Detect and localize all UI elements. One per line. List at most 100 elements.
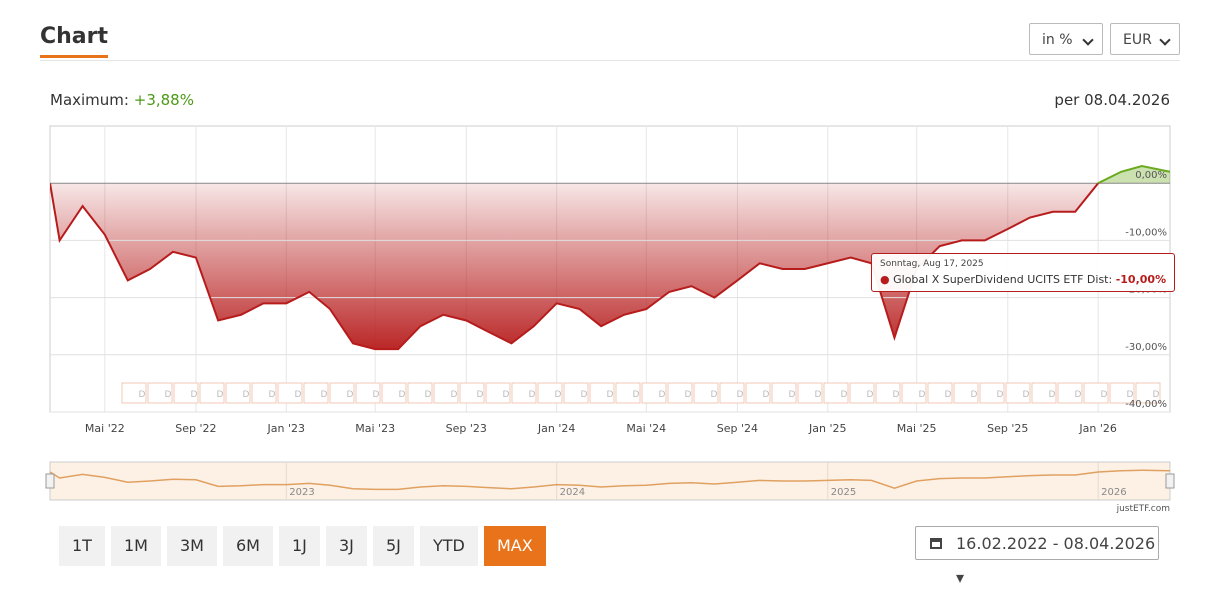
credit: justETF.com xyxy=(1116,504,1170,514)
dividend-box xyxy=(173,382,199,404)
dividend-box xyxy=(225,382,251,404)
dividend-box xyxy=(121,382,147,404)
x-tick-label: Sep '22 xyxy=(175,422,216,435)
dividend-box xyxy=(1109,382,1135,404)
maximum-label: Maximum: xyxy=(50,91,129,109)
period-button[interactable]: 1M xyxy=(111,526,161,566)
dividend-box xyxy=(641,382,667,404)
dividend-marker: D xyxy=(1049,390,1056,400)
page-title: Chart xyxy=(40,24,109,58)
navigator-label: 2024 xyxy=(560,487,585,498)
dividend-marker: D xyxy=(399,390,406,400)
dividend-marker: D xyxy=(555,390,562,400)
dividend-box xyxy=(1057,382,1083,404)
dividend-marker: D xyxy=(867,390,874,400)
dividend-box xyxy=(407,382,433,404)
dividend-marker: D xyxy=(477,390,484,400)
dividend-marker: D xyxy=(139,390,146,400)
tooltip-date: Sonntag, Aug 17, 2025 xyxy=(880,259,984,269)
dividend-box xyxy=(433,382,459,404)
period-button[interactable]: 5J xyxy=(373,526,414,566)
dividend-box xyxy=(459,382,485,404)
dividend-marker: D xyxy=(165,390,172,400)
dividend-box xyxy=(589,382,615,404)
dividend-marker: D xyxy=(789,390,796,400)
dividend-box xyxy=(1031,382,1057,404)
y-tick-label: -10,00% xyxy=(1125,227,1167,238)
dividend-box xyxy=(953,382,979,404)
dividend-marker: D xyxy=(373,390,380,400)
dividend-box xyxy=(693,382,719,404)
period-button[interactable]: MAX xyxy=(484,526,546,566)
dividend-marker: D xyxy=(685,390,692,400)
dividend-marker: D xyxy=(971,390,978,400)
line-negative xyxy=(50,183,1101,351)
period-button[interactable]: 1J xyxy=(279,526,320,566)
dividend-box xyxy=(719,382,745,404)
x-tick-label: Mai '22 xyxy=(85,422,125,435)
dividend-marker: D xyxy=(919,390,926,400)
dividend-marker: D xyxy=(945,390,952,400)
dividend-marker: D xyxy=(425,390,432,400)
period-button[interactable]: 3J xyxy=(326,526,367,566)
dividend-marker: D xyxy=(607,390,614,400)
dividend-marker: D xyxy=(997,390,1004,400)
navigator-handle xyxy=(1165,473,1175,489)
tooltip-series: Global X SuperDividend UCITS ETF Dist: xyxy=(893,273,1113,286)
dividend-marker: D xyxy=(737,390,744,400)
dividend-marker: D xyxy=(841,390,848,400)
dividend-box xyxy=(1083,382,1109,404)
dividend-box xyxy=(745,382,771,404)
dividend-box xyxy=(147,382,173,404)
dividend-marker: D xyxy=(243,390,250,400)
period-button[interactable]: 1T xyxy=(59,526,105,566)
navigator-label: 2025 xyxy=(831,487,856,498)
dividend-box xyxy=(485,382,511,404)
as-of-date: per 08.04.2026 xyxy=(1054,91,1170,109)
period-button[interactable]: YTD xyxy=(420,526,478,566)
dividend-marker: D xyxy=(1023,390,1030,400)
dividend-marker: D xyxy=(1127,390,1134,400)
x-tick-label: Mai '24 xyxy=(626,422,666,435)
dividend-marker: D xyxy=(1153,390,1160,400)
dividend-marker: D xyxy=(581,390,588,400)
date-range-text: 16.02.2022 - 08.04.2026 xyxy=(956,534,1156,553)
dividend-box xyxy=(563,382,589,404)
tooltip: Sonntag, Aug 17, 2025 ● Global X SuperDi… xyxy=(871,253,1176,292)
period-button[interactable]: 3M xyxy=(167,526,217,566)
dividend-marker: D xyxy=(503,390,510,400)
x-tick-label: Jan '25 xyxy=(808,422,846,435)
dividend-marker: D xyxy=(217,390,224,400)
dividend-marker: D xyxy=(893,390,900,400)
divider xyxy=(40,60,1180,61)
date-range[interactable]: 16.02.2022 - 08.04.2026 ▾ xyxy=(915,526,1159,587)
dividend-box xyxy=(667,382,693,404)
dividend-box xyxy=(901,382,927,404)
dividend-marker: D xyxy=(1101,390,1108,400)
dividend-marker: D xyxy=(659,390,666,400)
period-button[interactable]: 6M xyxy=(223,526,273,566)
dividend-marker: D xyxy=(711,390,718,400)
dividend-marker: D xyxy=(1075,390,1082,400)
unit-select[interactable]: in % xyxy=(1029,23,1103,55)
dividend-box xyxy=(251,382,277,404)
x-tick-label: Mai '25 xyxy=(897,422,937,435)
x-tick-label: Jan '26 xyxy=(1078,422,1116,435)
maximum: Maximum: +3,88% xyxy=(50,91,194,109)
navigator-handle xyxy=(45,473,55,489)
currency-select[interactable]: EUR xyxy=(1110,23,1180,55)
dividend-marker: D xyxy=(815,390,822,400)
dividend-box xyxy=(927,382,953,404)
navigator-label: 2026 xyxy=(1101,487,1126,498)
dividend-box xyxy=(355,382,381,404)
y-tick-label: 0,00% xyxy=(1135,170,1167,181)
dividend-marker: D xyxy=(451,390,458,400)
dividend-box xyxy=(199,382,225,404)
dividend-box xyxy=(329,382,355,404)
dividend-box xyxy=(849,382,875,404)
dividend-box xyxy=(875,382,901,404)
x-tick-label: Jan '24 xyxy=(537,422,575,435)
dividend-box xyxy=(771,382,797,404)
